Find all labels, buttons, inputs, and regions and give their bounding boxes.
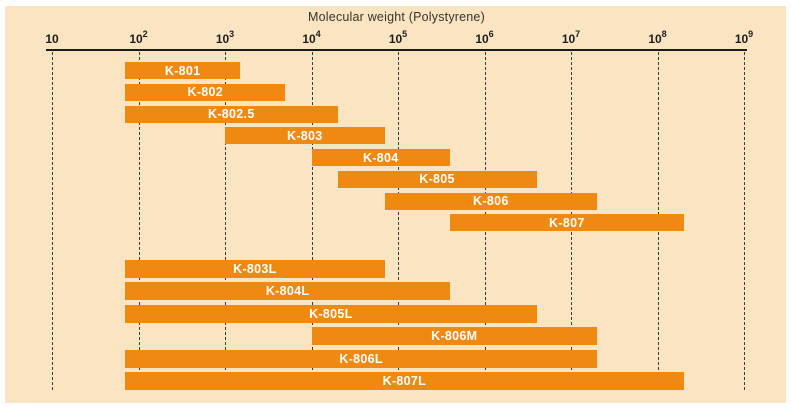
bar-label-K-807L: K-807L: [382, 374, 427, 388]
gridline-10e9: [744, 52, 745, 390]
gridline-10e5: [398, 52, 399, 390]
bar-K-806: K-806: [384, 192, 598, 210]
bar-K-804: K-804: [311, 149, 451, 166]
gridline-10e2: [138, 52, 140, 390]
tick-label-10e4: 104: [302, 29, 321, 47]
bar-label-K-804: K-804: [363, 150, 399, 165]
x-axis-line: [46, 49, 747, 51]
gridline-10e4: [311, 52, 313, 390]
bar-label-K-803L: K-803L: [233, 262, 277, 276]
bar-label-K-802: K-802: [187, 85, 224, 100]
tick-label-10e6: 106: [475, 29, 494, 47]
gridline-10e3: [225, 52, 226, 390]
bar-K-806M: K-806M: [311, 327, 598, 346]
bar-K-803: K-803: [225, 127, 385, 145]
bar-K-802.5: K-802.5: [125, 105, 338, 123]
tick-label-10e8: 108: [648, 29, 667, 47]
bar-K-805: K-805: [337, 170, 537, 188]
bar-K-803L: K-803L: [125, 260, 385, 278]
bar-K-805L: K-805L: [125, 304, 537, 323]
bar-label-K-804L: K-804L: [265, 284, 310, 299]
tick-label-10e5: 105: [388, 29, 408, 47]
tick-label-10e2: 102: [129, 29, 148, 47]
bar-K-806L: K-806L: [125, 349, 598, 368]
bar-label-K-807: K-807: [549, 215, 585, 230]
tick-label-10e3: 103: [215, 29, 235, 47]
bar-K-802: K-802: [125, 83, 286, 101]
bar-label-K-806L: K-806L: [339, 351, 383, 366]
gridline-10: [52, 52, 53, 390]
bar-K-801: K-801: [125, 62, 241, 79]
bar-label-K-801: K-801: [164, 63, 201, 78]
bar-label-K-806M: K-806M: [431, 329, 478, 344]
tick-label-10e9: 109: [734, 29, 754, 47]
bar-K-804L: K-804L: [125, 282, 451, 301]
bar-label-K-806: K-806: [473, 194, 509, 208]
bar-K-807L: K-807L: [125, 372, 684, 390]
chart-title: Molecular weight (Polystyrene): [308, 10, 485, 24]
bar-label-K-802.5: K-802.5: [208, 107, 255, 121]
tick-label-10: 10: [45, 32, 59, 46]
tick-label-10e7: 107: [561, 29, 581, 47]
bar-K-807: K-807: [450, 214, 684, 232]
bar-label-K-805L: K-805L: [309, 306, 353, 321]
bar-label-K-803: K-803: [287, 128, 323, 143]
bar-label-K-805: K-805: [419, 172, 455, 187]
